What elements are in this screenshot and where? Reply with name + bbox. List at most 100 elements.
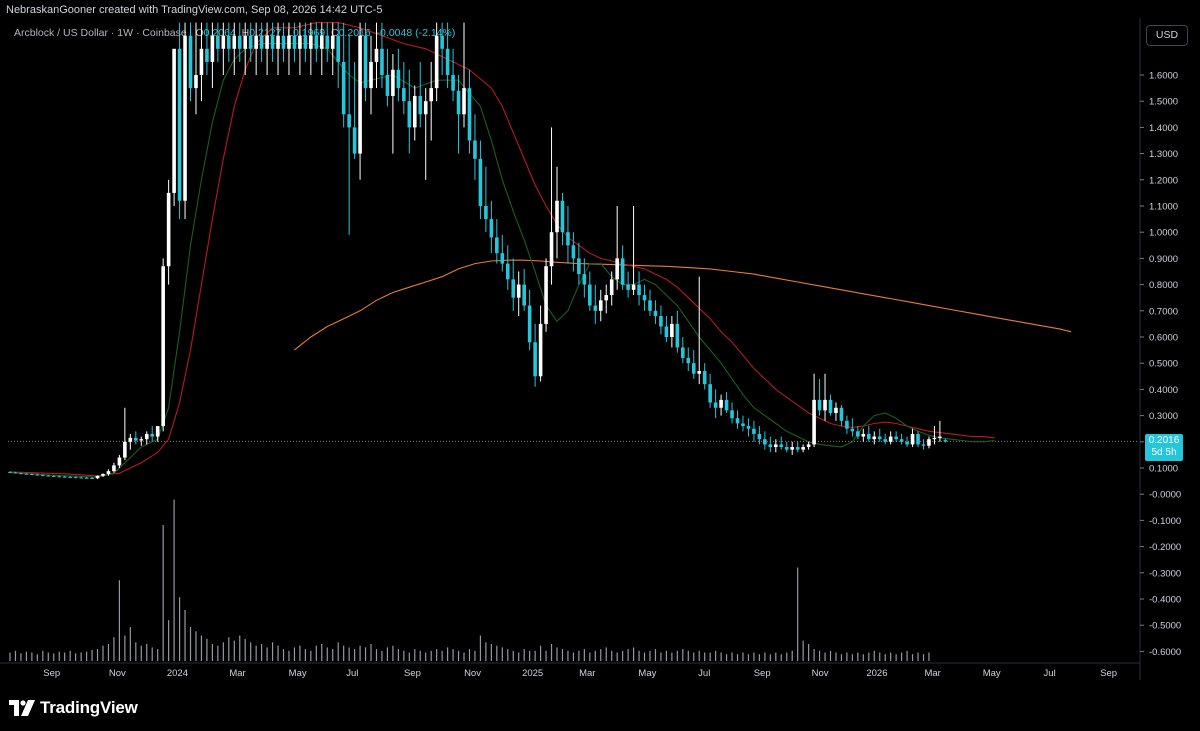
candle-body (774, 444, 778, 448)
candle-body (46, 475, 51, 477)
volume-bar (622, 650, 624, 661)
candle-body (620, 258, 625, 285)
x-tick-label: Sep (754, 668, 771, 679)
volume-bar (282, 649, 285, 661)
volume-bar (572, 652, 575, 661)
volume-bar (233, 640, 235, 661)
candle-body (434, 35, 439, 89)
volume-bar (698, 650, 700, 661)
candle-body (221, 35, 226, 49)
ma-slow-line (294, 259, 1072, 351)
volume-bar (605, 647, 607, 661)
candle-body (697, 371, 702, 374)
volume-bar (818, 650, 821, 661)
candle-body (265, 35, 269, 49)
candle-body (188, 35, 193, 89)
volume-bar (829, 650, 832, 661)
volume-bar (200, 635, 203, 661)
candle-body (713, 402, 718, 408)
volume-bar (332, 649, 334, 661)
volume-bar (704, 652, 706, 661)
volume-bar (693, 652, 695, 661)
volume-bar (758, 654, 760, 661)
volume-bar (359, 645, 361, 661)
symbol-name[interactable]: Arcblock / US Dollar · 1W · Coinbase (14, 27, 187, 39)
volume-bar (534, 650, 536, 661)
volume-bar (326, 647, 328, 661)
ohlc-open-label: O (195, 27, 204, 39)
volume-bar (337, 642, 339, 661)
tradingview-logo[interactable]: TradingView (9, 697, 138, 719)
volume-bar (343, 645, 345, 661)
volume-bar (397, 649, 399, 661)
volume-bar (85, 651, 88, 661)
volume-bar (403, 650, 405, 661)
volume-bar (736, 654, 739, 661)
candle-body (938, 436, 942, 438)
candle-body (752, 428, 756, 434)
volume-bar (408, 652, 410, 661)
volume-bar (802, 640, 804, 661)
volume-bar (173, 499, 175, 661)
x-tick-label: Mar (579, 668, 595, 679)
candle-body (35, 474, 40, 476)
y-tick-label: 1.2000 (1149, 175, 1178, 186)
x-tick-label: Nov (812, 668, 829, 679)
y-tick-label: 1.3000 (1149, 149, 1178, 160)
volume-bar (178, 597, 181, 661)
volume-bar (452, 649, 454, 661)
volume-bar (496, 645, 498, 661)
plot-area[interactable] (8, 22, 1138, 661)
last-price-tag: 0.2016 5d 5h (1145, 434, 1183, 461)
candle-body (363, 35, 368, 89)
volume-bar (255, 645, 257, 661)
volume-bar (764, 652, 766, 661)
candle-body (330, 35, 335, 49)
y-tick-label: -0.3000 (1149, 568, 1181, 579)
candle-body (292, 35, 297, 49)
volume-bar (447, 647, 449, 661)
x-tick-label: Sep (1100, 668, 1117, 679)
volume-bar (129, 627, 131, 661)
candle-body (199, 48, 204, 75)
candle-body (626, 284, 630, 290)
candle-body (369, 61, 373, 89)
volume-bar (217, 645, 219, 661)
y-tick-label: 1.0000 (1149, 228, 1178, 239)
candle-body (407, 101, 412, 128)
candle-body (566, 232, 570, 246)
y-tick-label: 0.6000 (1149, 333, 1178, 344)
last-price-value: 0.2016 (1148, 435, 1180, 446)
volume-bar (890, 652, 892, 661)
candle-body (276, 35, 280, 49)
candle-body (336, 35, 340, 62)
currency-button[interactable]: USD (1146, 25, 1188, 46)
volume-bar (146, 644, 148, 661)
volume-bar (53, 653, 55, 661)
candle-body (784, 447, 789, 450)
candle-body (555, 200, 559, 233)
ohlc-low-label: L (287, 27, 294, 39)
candle-body (746, 426, 751, 429)
candle-body (719, 399, 723, 408)
volume-bar (654, 649, 657, 661)
candle-body (128, 437, 133, 442)
volume-bar (107, 644, 110, 661)
candle-body (659, 316, 663, 327)
volume-bar (75, 653, 77, 661)
candle-body (341, 61, 346, 115)
volume-bar (742, 652, 744, 661)
volume-bar (414, 649, 416, 661)
candle-body (495, 237, 499, 254)
volume-bar (271, 642, 274, 661)
candle-body (101, 474, 105, 476)
candle-body (828, 399, 833, 413)
volume-bar (791, 650, 793, 661)
volume-bar (643, 652, 646, 661)
x-tick-label: May (983, 668, 1001, 679)
volume-bar (857, 652, 859, 661)
x-tick-label: 2025 (522, 668, 543, 679)
y-tick-label: 0.4000 (1149, 385, 1178, 396)
candle-body (314, 35, 319, 49)
